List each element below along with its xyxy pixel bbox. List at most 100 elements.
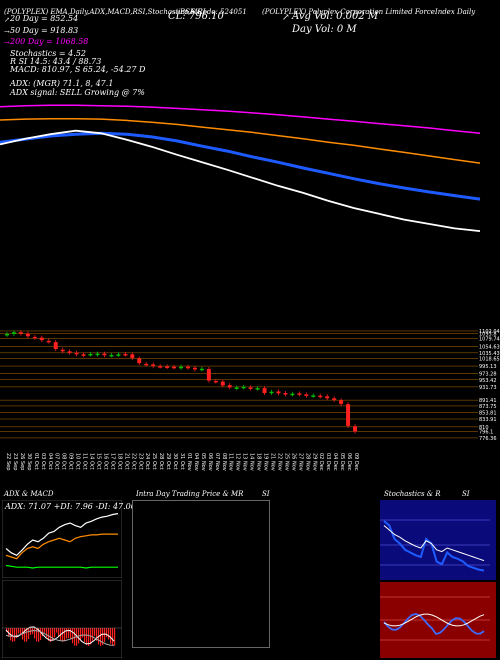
candle-body bbox=[88, 353, 93, 356]
candle-body bbox=[297, 393, 302, 395]
candle-body bbox=[220, 381, 225, 386]
macd-histogram-bar bbox=[14, 628, 16, 642]
candle-body bbox=[39, 337, 44, 341]
y-tick-label: 853.81 bbox=[479, 410, 497, 416]
adx-reading: ADX: 71.07 +DI: 7.96 -DI: 47.06 bbox=[5, 502, 136, 511]
candle-body bbox=[269, 391, 274, 394]
x-tick-label: 17 Oct bbox=[109, 453, 115, 470]
x-tick-label: 31 Oct bbox=[179, 453, 185, 470]
macd-histogram-bar bbox=[52, 628, 54, 641]
ema-lines-chart bbox=[0, 104, 481, 232]
stoch-stochastics-line bbox=[383, 520, 485, 572]
macd-histogram-bar bbox=[36, 628, 38, 642]
stoch-panel-title: Stochastics & R bbox=[384, 490, 441, 498]
rsi-line bbox=[383, 613, 485, 636]
macd-panel bbox=[2, 580, 122, 658]
x-tick-label: 18 Oct bbox=[116, 453, 122, 470]
macd-histogram-bar bbox=[94, 628, 96, 637]
adx-stat: ADX: (MGR) 71.1, 8, 47.1 bbox=[10, 79, 114, 88]
x-tick-label: 05 Nov bbox=[200, 453, 206, 471]
macd-histogram-bar bbox=[96, 628, 98, 641]
x-tick-label: 27 Nov bbox=[297, 453, 303, 471]
x-tick-label: 22 Nov bbox=[276, 453, 282, 471]
macd-histogram-bar bbox=[12, 628, 14, 642]
ticker-title: (POLYPLEX) Polyplex Corporation Limited … bbox=[262, 8, 476, 16]
x-tick-label: 12 Nov bbox=[235, 453, 241, 471]
candle-body bbox=[227, 385, 232, 388]
candle-body bbox=[53, 342, 58, 350]
macd-histogram-bar bbox=[106, 628, 108, 638]
y-tick-label: 776.36 bbox=[479, 436, 497, 442]
x-tick-label: 22 Oct bbox=[130, 453, 136, 470]
ema50-stat: 50 Day = 918.83 bbox=[10, 26, 79, 35]
x-tick-label: 09 Dec bbox=[353, 453, 359, 471]
macd-histogram-bar bbox=[66, 628, 68, 639]
candle-body bbox=[32, 336, 37, 339]
intraday-panel-title: Intra Day Trading Price & MR bbox=[136, 490, 244, 498]
macd-histogram-bar bbox=[112, 628, 114, 646]
y-tick-label: 953.42 bbox=[479, 378, 497, 384]
close-price: CL: 796.10 bbox=[168, 11, 224, 22]
x-tick-label: 11 Oct bbox=[82, 453, 88, 470]
macd-histogram-bar bbox=[18, 628, 20, 634]
x-tick-label: 14 Nov bbox=[249, 453, 255, 471]
macd-histogram-bar bbox=[46, 628, 48, 638]
x-tick-label: 04 Oct bbox=[47, 453, 53, 470]
candle-body bbox=[18, 332, 23, 334]
adx--DI-line bbox=[5, 533, 118, 560]
macd-signal-line bbox=[5, 629, 115, 646]
macd-histogram-bar bbox=[16, 628, 18, 638]
x-tick-label: 08 Nov bbox=[221, 453, 227, 471]
candle-body bbox=[213, 380, 218, 383]
candle-body bbox=[137, 358, 142, 364]
x-tick-label: 22 Sep bbox=[5, 453, 11, 470]
x-tick-label: 01 Nov bbox=[186, 453, 192, 471]
macd-histogram-bar bbox=[88, 628, 90, 646]
x-tick-label: 06 Nov bbox=[207, 453, 213, 471]
macd-histogram-bar bbox=[26, 628, 28, 642]
macd-histogram-bar bbox=[86, 628, 88, 646]
x-tick-label: 21 Oct bbox=[123, 453, 129, 470]
x-tick-label: 29 Oct bbox=[165, 453, 171, 470]
x-tick-label: 30 Sep bbox=[26, 453, 32, 470]
x-tick-label: 11 Nov bbox=[228, 453, 234, 471]
ema-200-line bbox=[0, 104, 481, 135]
stoch-rsi-line bbox=[383, 525, 485, 562]
x-tick-label: 03 Oct bbox=[40, 453, 46, 470]
avg-volume: Avg Vol: 0.002 M bbox=[292, 11, 379, 22]
x-tick-label: 25 Nov bbox=[283, 453, 289, 471]
macd-histogram-bar bbox=[20, 628, 22, 636]
x-tick-label: 28 Nov bbox=[304, 453, 310, 471]
macd-histogram-bar bbox=[82, 628, 84, 638]
macd-histogram-bar bbox=[102, 628, 104, 646]
candle-body bbox=[5, 333, 9, 336]
macd-histogram-bar bbox=[110, 628, 112, 644]
ema-50-line bbox=[0, 131, 481, 201]
x-tick-label: 14 Oct bbox=[89, 453, 95, 470]
arrow-right-icon: → bbox=[4, 39, 10, 47]
candle-body bbox=[74, 352, 79, 355]
x-tick-label: 26 Sep bbox=[19, 453, 25, 470]
adx-ADX-line bbox=[5, 513, 119, 557]
candle-body bbox=[60, 349, 65, 352]
y-tick-label: 833.91 bbox=[479, 417, 497, 423]
macd-histogram-bar bbox=[64, 628, 66, 642]
arrow-up-icon: ↗ bbox=[4, 16, 10, 24]
indicators-title: (POLYPLEX) EMA,Daily,ADX,MACD,RSI,Stocha… bbox=[4, 8, 206, 16]
x-tick-label: 08 Oct bbox=[61, 453, 67, 470]
x-tick-label: 04 Dec bbox=[332, 453, 338, 471]
x-tick-label: 30 Oct bbox=[172, 453, 178, 470]
x-tick-label: 01 Oct bbox=[33, 453, 39, 470]
candle-body bbox=[95, 353, 100, 356]
rsi-panel bbox=[380, 582, 496, 658]
macd-histogram-bar bbox=[58, 628, 60, 637]
x-tick-label: 29 Nov bbox=[311, 453, 317, 471]
candle-body bbox=[311, 395, 316, 397]
candle-body bbox=[262, 388, 267, 394]
candle-body bbox=[199, 368, 204, 371]
macd-histogram-bar bbox=[50, 628, 52, 642]
candle-body bbox=[172, 366, 177, 369]
stoch-si-label: SI bbox=[462, 490, 470, 498]
y-tick-label: 891.41 bbox=[479, 398, 497, 404]
